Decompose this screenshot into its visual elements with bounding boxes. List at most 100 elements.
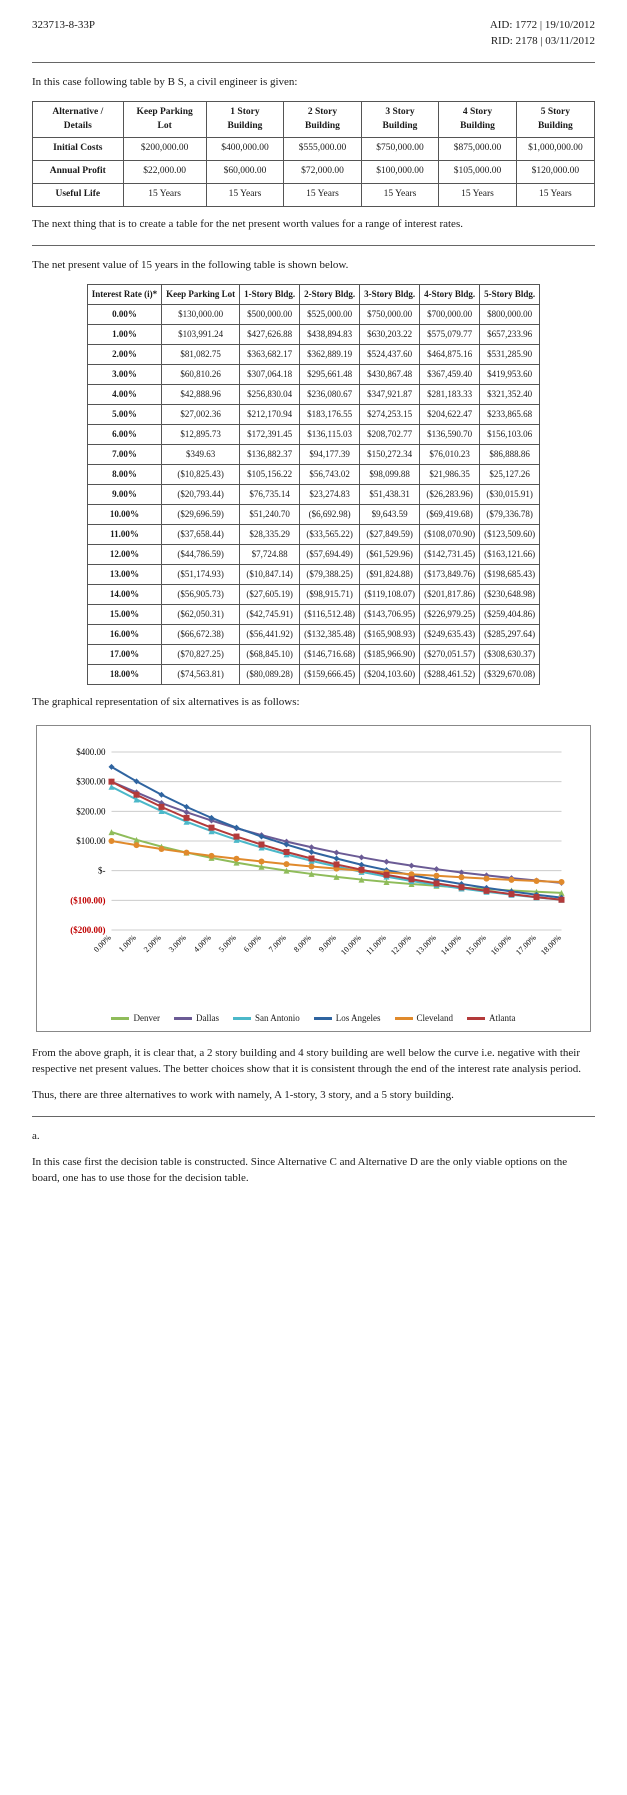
cell: ($226,979.25) [420, 605, 480, 625]
cell: ($20,793.44) [162, 484, 240, 504]
cell: ($66,672.38) [162, 625, 240, 645]
npv-th: 4-Story Bldg. [420, 284, 480, 304]
npv-th: 2-Story Bldg. [300, 284, 360, 304]
cell: ($198,685.43) [480, 565, 540, 585]
cell: $156,103.06 [480, 424, 540, 444]
table-row: 2.00%$81,082.75$363,682.17$362,889.19$52… [87, 344, 539, 364]
table-row: 11.00%($37,658.44)$28,335.29($33,565.22)… [87, 525, 539, 545]
npv-chart: ($200.00)($100.00)$-$100.00$200.00$300.0… [51, 740, 576, 1000]
legend-item: Denver [111, 1012, 160, 1025]
cell: ($204,103.60) [360, 665, 420, 685]
header-right: AID: 1772 | 19/10/2012 RID: 2178 | 03/11… [490, 18, 595, 50]
cell: 15 Years [361, 183, 439, 206]
rate-label: 9.00% [87, 484, 161, 504]
row-label: Annual Profit [33, 161, 124, 184]
rate-label: 3.00% [87, 364, 161, 384]
after-chart-text-2: Thus, there are three alternatives to wo… [32, 1088, 595, 1104]
rate-label: 14.00% [87, 585, 161, 605]
rate-label: 16.00% [87, 625, 161, 645]
cell: $367,459.40 [420, 364, 480, 384]
table-row: 14.00%($56,905.73)($27,605.19)($98,915.7… [87, 585, 539, 605]
cell: $750,000.00 [360, 304, 420, 324]
cell: $525,000.00 [300, 304, 360, 324]
divider [32, 62, 595, 63]
cell: $700,000.00 [420, 304, 480, 324]
cell: $136,882.37 [240, 444, 300, 464]
cell: $427,626.88 [240, 324, 300, 344]
cell: ($116,512.48) [300, 605, 360, 625]
cell: $555,000.00 [284, 138, 362, 161]
cell: ($249,635.43) [420, 625, 480, 645]
svg-text:11.00%: 11.00% [364, 933, 388, 957]
cell: ($62,050.31) [162, 605, 240, 625]
cell: 15 Years [206, 183, 284, 206]
npv-th: Interest Rate (i)* [87, 284, 161, 304]
after-chart-text-1: From the above graph, it is clear that, … [32, 1046, 595, 1078]
cell: $76,735.14 [240, 484, 300, 504]
svg-text:6.00%: 6.00% [242, 933, 263, 954]
cell: ($27,605.19) [240, 585, 300, 605]
cell: 15 Years [439, 183, 517, 206]
rate-label: 2.00% [87, 344, 161, 364]
legend-swatch [233, 1017, 251, 1020]
npv-th: 1-Story Bldg. [240, 284, 300, 304]
table-row: Useful Life15 Years15 Years15 Years15 Ye… [33, 183, 595, 206]
cell: $9,643.59 [360, 505, 420, 525]
cell: $21,986.35 [420, 464, 480, 484]
cell: $630,203.22 [360, 324, 420, 344]
cell: $531,285.90 [480, 344, 540, 364]
cell: ($69,419.68) [420, 505, 480, 525]
table-row: 6.00%$12,895.73$172,391.45$136,115.03$20… [87, 424, 539, 444]
chart-container: ($200.00)($100.00)$-$100.00$200.00$300.0… [36, 725, 591, 1032]
svg-text:16.00%: 16.00% [489, 933, 513, 957]
cell: $256,830.04 [240, 384, 300, 404]
cell: ($132,385.48) [300, 625, 360, 645]
rate-label: 5.00% [87, 404, 161, 424]
cell: $362,889.19 [300, 344, 360, 364]
cell: $7,724.88 [240, 545, 300, 565]
cell: $51,240.70 [240, 505, 300, 525]
cell: $136,115.03 [300, 424, 360, 444]
rate-label: 11.00% [87, 525, 161, 545]
after-npv-text: The graphical representation of six alte… [32, 695, 595, 711]
cell: ($10,847.14) [240, 565, 300, 585]
cell: $200,000.00 [123, 138, 206, 161]
cell: $25,127.26 [480, 464, 540, 484]
cell: ($259,404.86) [480, 605, 540, 625]
cell: $419,953.60 [480, 364, 540, 384]
cell: $524,437.60 [360, 344, 420, 364]
cell: $100,000.00 [361, 161, 439, 184]
cell: ($10,825.43) [162, 464, 240, 484]
cell: $750,000.00 [361, 138, 439, 161]
cell: ($51,174.93) [162, 565, 240, 585]
legend-label: Denver [133, 1012, 160, 1025]
cell: ($6,692.98) [300, 505, 360, 525]
alt-th: 3 Story Building [361, 101, 439, 138]
cell: $347,921.87 [360, 384, 420, 404]
cell: ($230,648.98) [480, 585, 540, 605]
section-a: a. [32, 1129, 595, 1145]
svg-text:$100.00: $100.00 [76, 836, 106, 846]
after-alt-text: The next thing that is to create a table… [32, 217, 595, 233]
rate-label: 4.00% [87, 384, 161, 404]
cell: ($79,388.25) [300, 565, 360, 585]
cell: ($98,915.71) [300, 585, 360, 605]
legend-item: Los Angeles [314, 1012, 381, 1025]
table-row: 16.00%($66,672.38)($56,441.92)($132,385.… [87, 625, 539, 645]
cell: $500,000.00 [240, 304, 300, 324]
cell: $307,064.18 [240, 364, 300, 384]
table-row: 3.00%$60,810.26$307,064.18$295,661.48$43… [87, 364, 539, 384]
cell: $72,000.00 [284, 161, 362, 184]
rate-label: 15.00% [87, 605, 161, 625]
cell: ($29,696.59) [162, 505, 240, 525]
rate-label: 8.00% [87, 464, 161, 484]
cell: ($308,630.37) [480, 645, 540, 665]
cell: $105,156.22 [240, 464, 300, 484]
legend-swatch [111, 1017, 129, 1020]
rate-label: 0.00% [87, 304, 161, 324]
cell: ($68,845.10) [240, 645, 300, 665]
cell: ($33,565.22) [300, 525, 360, 545]
rate-label: 18.00% [87, 665, 161, 685]
cell: $130,000.00 [162, 304, 240, 324]
table-row: 4.00%$42,888.96$256,830.04$236,080.67$34… [87, 384, 539, 404]
